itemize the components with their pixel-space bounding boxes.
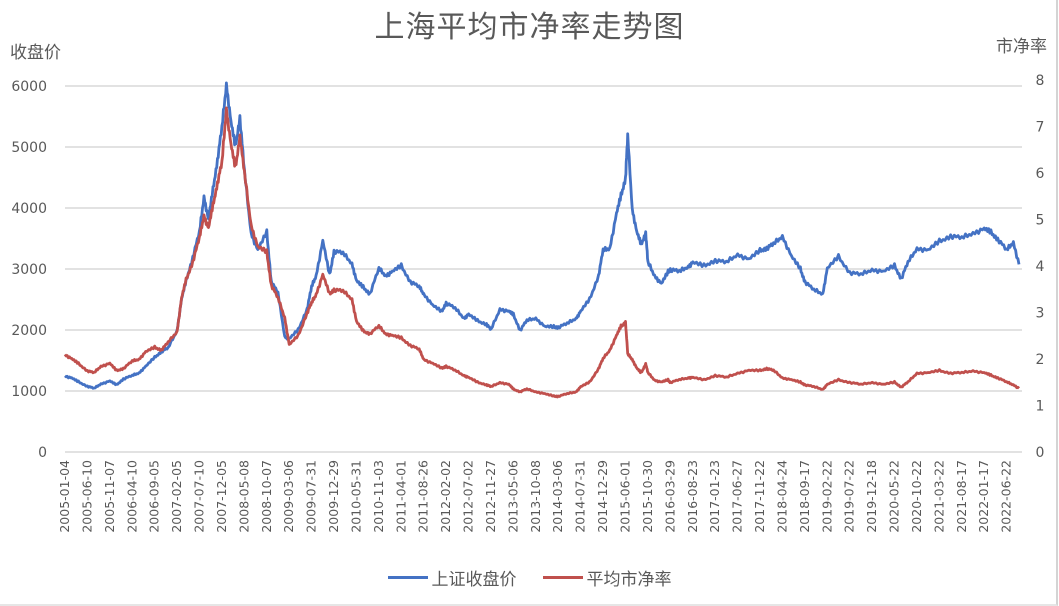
x-tick-label: 2018-04-24 (774, 460, 789, 533)
x-tick-label: 2012-07-02 (461, 460, 476, 533)
x-tick-label: 2008-10-07 (259, 460, 274, 533)
x-tick-label: 2006-09-05 (147, 460, 162, 533)
x-tick-label: 2012-02-02 (438, 460, 453, 533)
x-tick-label: 2017-01-23 (707, 460, 722, 533)
y-tick-left: 1000 (11, 384, 47, 400)
x-tick-label: 2013-10-08 (528, 460, 543, 533)
data-lines (63, 81, 1021, 399)
legend-item-pb-ratio[interactable]: 平均市净率 (542, 565, 672, 590)
y-tick-right: 3 (1036, 306, 1045, 322)
x-tick-label: 2022-01-17 (976, 460, 991, 533)
y-axis-right-ticks: 0 1 2 3 4 5 6 7 8 (1036, 73, 1045, 461)
y-tick-right: 2 (1036, 352, 1045, 368)
x-tick-label: 2009-12-29 (326, 460, 341, 533)
legend-label: 上证收盘价 (431, 570, 517, 590)
close-price-line (64, 81, 1021, 390)
x-tick-label: 2012-11-27 (483, 460, 498, 533)
x-tick-label: 2011-04-01 (393, 460, 408, 533)
x-tick-label: 2018-09-17 (797, 460, 812, 533)
x-tick-label: 2006-04-10 (124, 460, 139, 533)
x-tick-label: 2021-03-22 (931, 460, 946, 533)
legend-swatch-blue (387, 576, 428, 579)
x-tick-label: 2010-11-03 (371, 460, 386, 533)
x-tick-label: 2009-07-31 (304, 460, 319, 533)
y-tick-left: 5000 (11, 140, 47, 156)
legend-swatch-red (542, 576, 583, 579)
y-tick-right: 6 (1036, 166, 1045, 182)
x-tick-label: 2014-03-06 (550, 460, 565, 533)
y-tick-left: 3000 (11, 262, 47, 278)
x-tick-label: 2017-06-27 (730, 460, 745, 533)
x-tick-label: 2015-06-01 (618, 460, 633, 533)
x-tick-label: 2013-05-06 (505, 460, 520, 533)
x-tick-label: 2020-10-22 (909, 460, 924, 533)
x-tick-label: 2008-05-08 (236, 460, 251, 533)
x-tick-label: 2019-02-22 (819, 460, 834, 533)
y-tick-left: 0 (38, 445, 47, 461)
x-tick-label: 2017-11-22 (752, 460, 767, 533)
y-tick-left: 4000 (11, 201, 47, 217)
x-tick-label: 2016-08-23 (685, 460, 700, 533)
legend-label: 平均市净率 (586, 570, 672, 590)
y-tick-left: 6000 (11, 79, 47, 95)
x-tick-label: 2014-07-31 (573, 460, 588, 533)
x-tick-label: 2020-05-22 (887, 460, 902, 533)
y-tick-right: 8 (1036, 73, 1045, 89)
y-axis-right-label: 市净率 (996, 37, 1047, 57)
x-tick-label: 2019-12-18 (864, 460, 879, 533)
chart-title: 上海平均市净率走势图 (374, 10, 685, 45)
x-tick-label: 2005-01-04 (57, 460, 72, 533)
legend: 上证收盘价 平均市净率 (0, 565, 1059, 590)
x-tick-label: 2016-03-29 (662, 460, 677, 533)
y-tick-left: 2000 (11, 323, 47, 339)
y-tick-right: 4 (1036, 259, 1045, 275)
x-tick-label: 2007-02-05 (169, 460, 184, 533)
x-axis-ticks: 2005-01-04 2005-06-10 2005-11-07 2006-04-10… (57, 460, 1014, 533)
x-tick-label: 2021-08-17 (954, 460, 969, 533)
y-tick-right: 0 (1036, 445, 1045, 461)
pb-ratio-line (63, 106, 1020, 399)
x-tick-label: 2015-10-30 (640, 460, 655, 533)
x-tick-label: 2011-08-26 (416, 460, 431, 533)
x-tick-label: 2019-07-22 (842, 460, 857, 533)
x-tick-label: 2009-03-06 (281, 460, 296, 533)
legend-item-close-price[interactable]: 上证收盘价 (387, 565, 517, 590)
x-tick-label: 2014-12-29 (595, 460, 610, 533)
x-tick-label: 2010-05-31 (348, 460, 363, 533)
y-tick-right: 1 (1036, 399, 1045, 415)
x-tick-label: 2005-06-10 (79, 460, 94, 533)
y-tick-right: 5 (1036, 213, 1045, 229)
x-tick-label: 2007-12-05 (214, 460, 229, 533)
y-axis-left-ticks: 0 1000 2000 3000 4000 5000 6000 (11, 79, 47, 461)
x-tick-label: 2022-06-22 (999, 460, 1014, 533)
x-tick-label: 2007-07-10 (192, 460, 207, 533)
gridlines (65, 85, 1022, 453)
y-axis-left-label: 收盘价 (10, 43, 61, 63)
x-tick-label: 2005-11-07 (102, 460, 117, 533)
y-tick-right: 7 (1036, 120, 1045, 136)
